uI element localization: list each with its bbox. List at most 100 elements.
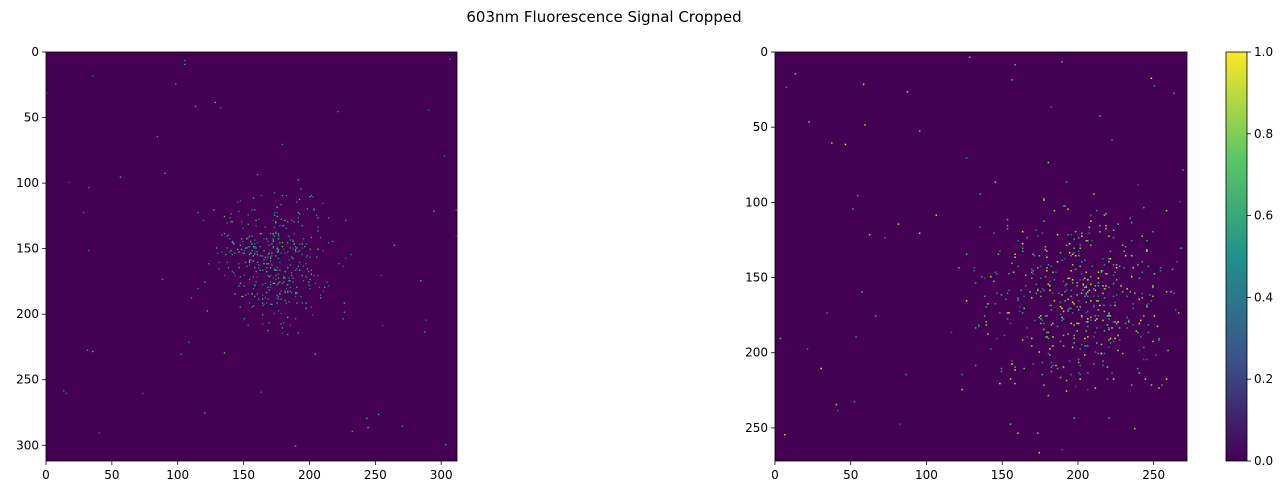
heatmap-pixel bbox=[1071, 301, 1074, 304]
heatmap-pixel bbox=[1056, 233, 1059, 236]
heatmap-pixel bbox=[1084, 277, 1086, 280]
heatmap-pixel bbox=[1112, 321, 1115, 323]
heatmap-pixel bbox=[779, 337, 782, 340]
heatmap-pixel bbox=[320, 294, 322, 296]
heatmap-pixel bbox=[1152, 285, 1154, 287]
heatmap-pixel bbox=[1159, 270, 1162, 272]
heatmap-pixel bbox=[280, 298, 282, 300]
heatmap-pixel bbox=[1135, 330, 1138, 332]
heatmap-pixel bbox=[1130, 276, 1133, 278]
heatmap-pixel bbox=[298, 198, 301, 201]
heatmap-pixel bbox=[1049, 285, 1051, 287]
heatmap-pixel bbox=[1079, 364, 1081, 367]
heatmap-pixel bbox=[251, 249, 253, 252]
heatmap-pixel bbox=[262, 305, 264, 307]
heatmap-pixel bbox=[977, 325, 980, 328]
heatmap-pixel bbox=[287, 251, 289, 253]
heatmap-pixel bbox=[313, 207, 315, 210]
heatmap-pixel bbox=[277, 234, 280, 236]
heatmap-pixel bbox=[1079, 373, 1081, 376]
heatmap-pixel bbox=[1011, 79, 1013, 81]
heatmap-pixel bbox=[1061, 294, 1063, 296]
heatmap-pixel bbox=[1179, 247, 1181, 249]
heatmap-pixel bbox=[310, 236, 313, 239]
heatmap-pixel bbox=[1014, 382, 1016, 385]
heatmap-pixel bbox=[256, 261, 259, 264]
heatmap-pixel bbox=[861, 291, 863, 293]
heatmap-pixel bbox=[214, 101, 216, 104]
heatmap-pixel bbox=[277, 249, 280, 252]
heatmap-pixel bbox=[1105, 285, 1107, 287]
heatmap-pixel bbox=[1088, 232, 1091, 234]
x-tick-label: 150 bbox=[232, 468, 255, 482]
heatmap-pixel bbox=[1049, 354, 1051, 356]
heatmap-pixel bbox=[1132, 324, 1134, 326]
heatmap-pixel bbox=[996, 273, 998, 275]
heatmap-pixel bbox=[256, 251, 259, 253]
heatmap-pixel bbox=[229, 217, 231, 219]
heatmap-pixel bbox=[306, 268, 309, 270]
heatmap-pixel bbox=[277, 310, 280, 312]
heatmap-pixel bbox=[337, 110, 339, 113]
heatmap-pixel bbox=[194, 105, 197, 108]
heatmap-pixel bbox=[265, 266, 268, 269]
heatmap-pixel bbox=[1165, 209, 1168, 212]
heatmap-pixel bbox=[1096, 318, 1098, 320]
heatmap-pixel bbox=[254, 243, 256, 245]
heatmap-pixel bbox=[1061, 316, 1063, 319]
heatmap-pixel bbox=[1103, 264, 1106, 266]
heatmap-pixel bbox=[1085, 286, 1088, 289]
heatmap-pixel bbox=[300, 295, 302, 298]
heatmap-pixel bbox=[1053, 279, 1056, 281]
heatmap-pixel bbox=[1084, 286, 1086, 289]
heatmap-pixel bbox=[227, 234, 230, 236]
heatmap-pixel bbox=[401, 425, 403, 427]
heatmap-pixel bbox=[1044, 336, 1047, 338]
heatmap-pixel bbox=[288, 277, 290, 279]
heatmap-pixel bbox=[226, 261, 228, 264]
heatmap-pixel bbox=[1030, 268, 1033, 271]
heatmap-pixel bbox=[263, 263, 265, 265]
heatmap-pixel bbox=[1073, 251, 1075, 254]
heatmap-pixel bbox=[961, 388, 963, 391]
heatmap-pixel bbox=[1112, 283, 1115, 286]
heatmap-pixel bbox=[269, 274, 272, 277]
heatmap-pixel bbox=[1144, 378, 1147, 380]
heatmap-pixel bbox=[1158, 387, 1160, 389]
heatmap-pixel bbox=[234, 252, 236, 254]
heatmap-pixel bbox=[267, 329, 269, 332]
heatmap-pixel bbox=[1117, 334, 1119, 337]
heatmap-pixel bbox=[1084, 354, 1086, 356]
heatmap-pixel bbox=[1076, 330, 1078, 332]
heatmap-pixel bbox=[296, 201, 298, 203]
heatmap-pixel bbox=[1140, 336, 1142, 338]
x-tick-label: 0 bbox=[771, 468, 779, 482]
heatmap-pixel bbox=[287, 290, 289, 292]
heatmap-pixel bbox=[240, 221, 243, 223]
heatmap-pixel bbox=[273, 214, 276, 216]
heatmap-pixel bbox=[1108, 313, 1110, 316]
heatmap-pixel bbox=[1079, 244, 1081, 246]
heatmap-pixel bbox=[1040, 315, 1042, 317]
heatmap-pixel bbox=[88, 187, 90, 189]
heatmap-pixel bbox=[227, 266, 230, 269]
heatmap-pixel bbox=[255, 281, 257, 283]
heatmap-pixel bbox=[277, 232, 280, 235]
heatmap-pixel bbox=[973, 270, 975, 272]
heatmap-pixel bbox=[1085, 345, 1088, 347]
heatmap-pixel bbox=[1032, 363, 1035, 365]
heatmap-pixel bbox=[279, 225, 281, 227]
heatmap-pixel bbox=[381, 324, 384, 326]
heatmap-pixel bbox=[1058, 292, 1060, 295]
heatmap-pixel bbox=[231, 270, 234, 273]
heatmap-pixel bbox=[254, 239, 256, 241]
heatmap-pixel bbox=[1043, 328, 1045, 331]
heatmap-pixel bbox=[314, 353, 317, 355]
heatmap-pixel bbox=[256, 253, 259, 256]
heatmap-pixel bbox=[294, 246, 297, 248]
heatmap-pixel bbox=[1100, 271, 1103, 274]
heatmap-pixel bbox=[1146, 304, 1148, 307]
heatmap-pixel bbox=[297, 251, 299, 253]
heatmap-pixel bbox=[1080, 235, 1083, 237]
heatmap-pixel bbox=[267, 240, 269, 243]
